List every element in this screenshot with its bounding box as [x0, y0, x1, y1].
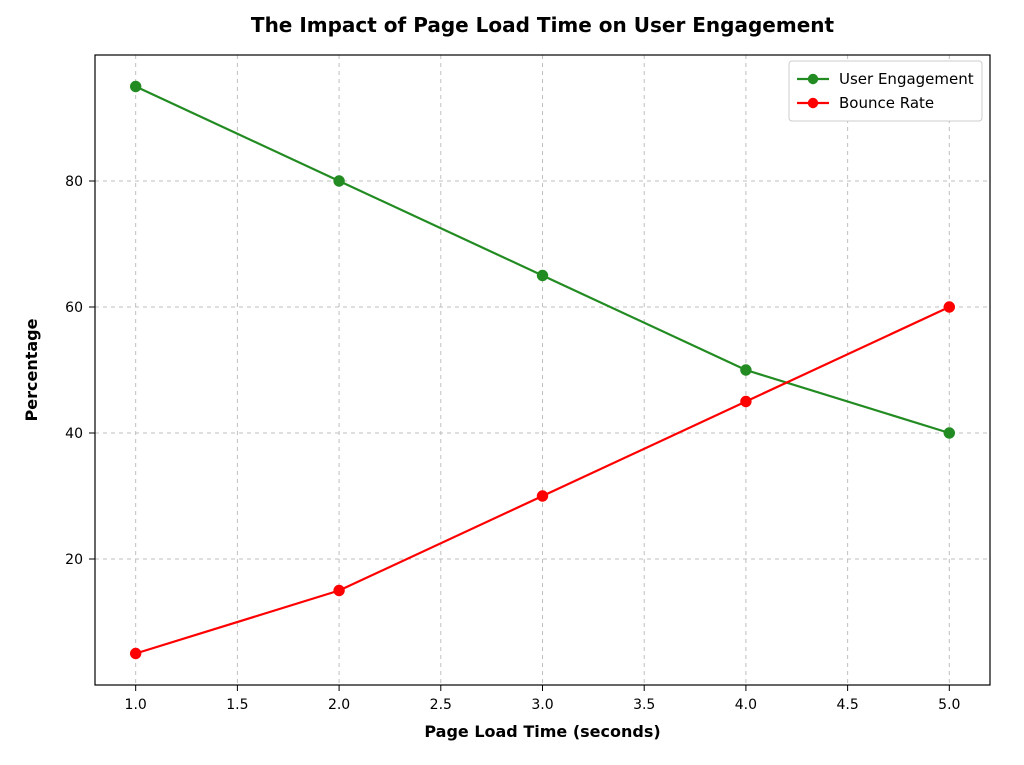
series-marker-0 [130, 81, 140, 91]
engagement-vs-bounce-chart: 1.0 1.5 2.0 2.5 3.0 3.5 4.0 4.5 5.0 20 40 60 80 Page … [0, 0, 1024, 765]
series-marker-0 [741, 365, 751, 375]
y-axis-label: Percentage [22, 318, 41, 421]
x-tick-label: 5.0 [938, 697, 960, 713]
chart-title: The Impact of Page Load Time on User Eng… [251, 13, 835, 37]
x-tick-label: 1.5 [226, 697, 248, 713]
series-marker-0 [537, 270, 547, 280]
series-marker-1 [537, 491, 547, 501]
series-marker-0 [334, 176, 344, 186]
x-tick-label: 2.5 [430, 697, 452, 713]
legend-marker [808, 74, 818, 84]
x-tick-label: 3.5 [633, 697, 655, 713]
series-marker-1 [741, 396, 751, 406]
x-tick-label: 2.0 [328, 697, 350, 713]
x-axis-label: Page Load Time (seconds) [424, 722, 660, 741]
x-tick-label: 1.0 [125, 697, 147, 713]
legend: User Engagement Bounce Rate [789, 61, 982, 121]
y-tick-label: 40 [65, 426, 83, 442]
x-tick-label: 4.5 [836, 697, 858, 713]
chart-container: 1.0 1.5 2.0 2.5 3.0 3.5 4.0 4.5 5.0 20 40 60 80 Page … [0, 0, 1024, 765]
series-marker-1 [130, 648, 140, 658]
x-tick-label: 3.0 [531, 697, 553, 713]
legend-marker [808, 98, 818, 108]
y-tick-label: 60 [65, 300, 83, 316]
x-tick-label: 4.0 [735, 697, 757, 713]
y-tick-label: 20 [65, 552, 83, 568]
series-marker-0 [944, 428, 954, 438]
series-marker-1 [944, 302, 954, 312]
series-marker-1 [334, 585, 344, 595]
legend-label: User Engagement [839, 70, 974, 88]
y-tick-label: 80 [65, 174, 83, 190]
legend-label: Bounce Rate [839, 94, 934, 112]
